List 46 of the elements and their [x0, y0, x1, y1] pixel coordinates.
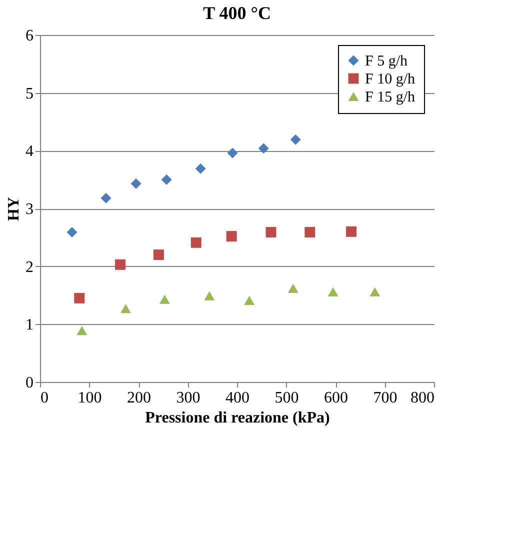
point [290, 134, 301, 145]
x-tick-label: 0 [40, 390, 48, 406]
point [370, 287, 380, 296]
x-tick-label: 800 [410, 390, 434, 406]
point [161, 174, 172, 185]
legend-label: F 5 g/h [365, 54, 408, 70]
x-tick-label: 500 [274, 390, 299, 406]
legend-label: F 10 g/h [365, 72, 416, 88]
point [120, 304, 131, 314]
point [226, 231, 237, 242]
x-tick-label: 700 [373, 390, 398, 406]
y-tick-label: 0 [26, 374, 34, 392]
point [115, 259, 126, 270]
point [204, 291, 215, 300]
x-tick-label: 300 [176, 390, 200, 406]
point [195, 163, 206, 174]
point [153, 250, 164, 260]
legend-label: F 15 g/h [365, 90, 416, 106]
point [266, 226, 276, 238]
y-tick-label: 6 [26, 28, 34, 44]
x-axis-title: Pressione di reazione (kPa) [145, 410, 330, 426]
y-axis-title: HY [6, 196, 22, 221]
point [74, 292, 85, 304]
point [190, 237, 202, 248]
point [328, 287, 338, 296]
point [227, 148, 238, 158]
y-tick-label: 4 [26, 143, 34, 160]
x-tick-label: 200 [127, 390, 151, 406]
x-tick-label: 100 [78, 390, 102, 406]
point [258, 143, 269, 154]
point [100, 192, 112, 204]
point [66, 226, 78, 238]
x-tick-label: 400 [226, 390, 250, 406]
y-tick-label: 1 [26, 316, 34, 334]
point [159, 294, 170, 304]
point [288, 284, 298, 293]
y-tick-label: 2 [26, 258, 34, 276]
point [130, 178, 142, 189]
x-tick-label: 600 [324, 390, 348, 406]
point [76, 326, 88, 336]
point [244, 296, 255, 305]
point [346, 226, 357, 237]
y-tick-label: 5 [26, 85, 34, 102]
y-tick-label: 3 [26, 201, 34, 218]
chart-title: T 400 °C [203, 3, 271, 23]
point [304, 226, 316, 238]
